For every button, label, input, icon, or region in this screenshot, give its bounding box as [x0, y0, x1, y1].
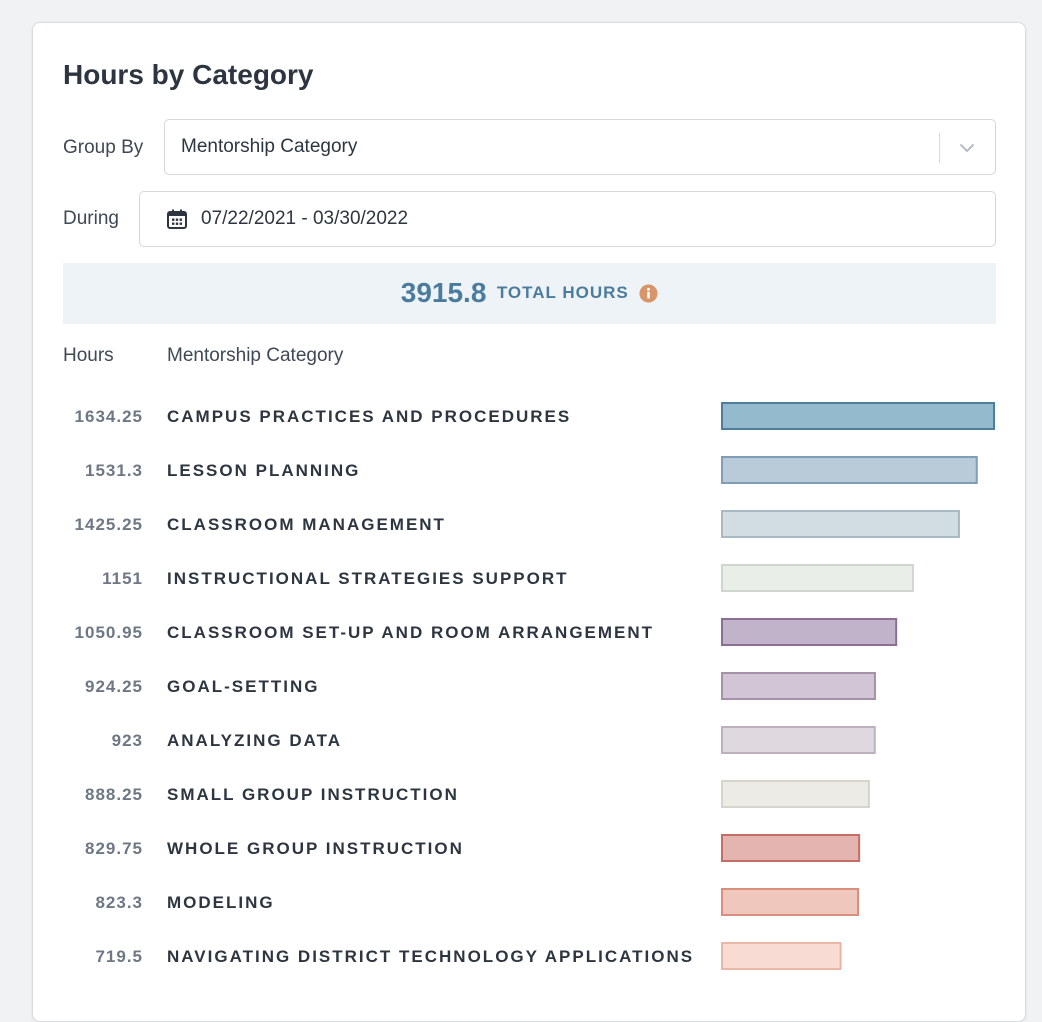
- bar[interactable]: [721, 726, 876, 754]
- category-label: MODELING: [167, 893, 275, 912]
- bar[interactable]: [721, 510, 960, 538]
- chevron-down-icon[interactable]: [957, 138, 977, 158]
- category-label: GOAL-SETTING: [167, 677, 319, 696]
- date-range-value: 07/22/2021 - 03/30/2022: [201, 208, 409, 229]
- category-label: SMALL GROUP INSTRUCTION: [167, 785, 459, 804]
- during-label: During: [63, 208, 119, 229]
- category-label: WHOLE GROUP INSTRUCTION: [167, 839, 464, 858]
- column-header-hours: Hours: [63, 345, 114, 366]
- bar[interactable]: [721, 942, 842, 970]
- calendar-icon: [167, 209, 187, 229]
- group-by-select[interactable]: Mentorship Category: [164, 119, 996, 175]
- category-label: CLASSROOM MANAGEMENT: [167, 515, 446, 534]
- category-label: NAVIGATING DISTRICT TECHNOLOGY APPLICATI…: [167, 947, 694, 966]
- category-bar-chart: 1634.25 CAMPUS PRACTICES AND PROCEDURES 15…: [75, 402, 995, 970]
- group-by-label: Group By: [63, 137, 144, 158]
- value-label: 923: [112, 731, 143, 750]
- value-label: 1425.25: [75, 515, 143, 534]
- value-label: 924.25: [85, 677, 143, 696]
- value-label: 888.25: [85, 785, 143, 804]
- total-hours-banner: 3915.8 TOTAL HOURS: [63, 263, 996, 324]
- select-separator: [939, 133, 940, 163]
- total-hours-value: 3915.8: [400, 277, 487, 308]
- value-label: 823.3: [95, 893, 143, 912]
- bar[interactable]: [721, 564, 914, 592]
- category-label: LESSON PLANNING: [167, 461, 360, 480]
- bar[interactable]: [721, 834, 861, 862]
- bar[interactable]: [721, 618, 898, 646]
- value-label: 1050.95: [75, 623, 143, 642]
- category-label: CAMPUS PRACTICES AND PROCEDURES: [167, 407, 571, 426]
- bar[interactable]: [721, 402, 995, 430]
- hours-by-category-card: Hours by Category Group By Mentorship Ca…: [32, 22, 1026, 1022]
- category-label: ANALYZING DATA: [167, 731, 342, 750]
- bar[interactable]: [721, 888, 860, 916]
- bar[interactable]: [721, 780, 870, 808]
- group-by-value: Mentorship Category: [181, 136, 358, 157]
- column-header-category: Mentorship Category: [167, 345, 344, 366]
- total-hours-label: TOTAL HOURS: [496, 283, 629, 302]
- card-title: Hours by Category: [63, 59, 314, 90]
- bar[interactable]: [721, 672, 876, 700]
- value-label: 1634.25: [75, 407, 143, 426]
- value-label: 1151: [102, 569, 143, 588]
- value-label: 1531.3: [85, 461, 143, 480]
- value-label: 829.75: [85, 839, 143, 858]
- date-range-picker[interactable]: 07/22/2021 - 03/30/2022: [139, 191, 996, 247]
- category-label: CLASSROOM SET-UP AND ROOM ARRANGEMENT: [167, 623, 654, 642]
- bar[interactable]: [721, 456, 978, 484]
- value-label: 719.5: [95, 947, 143, 966]
- category-label: INSTRUCTIONAL STRATEGIES SUPPORT: [167, 569, 569, 588]
- info-icon[interactable]: [639, 283, 658, 303]
